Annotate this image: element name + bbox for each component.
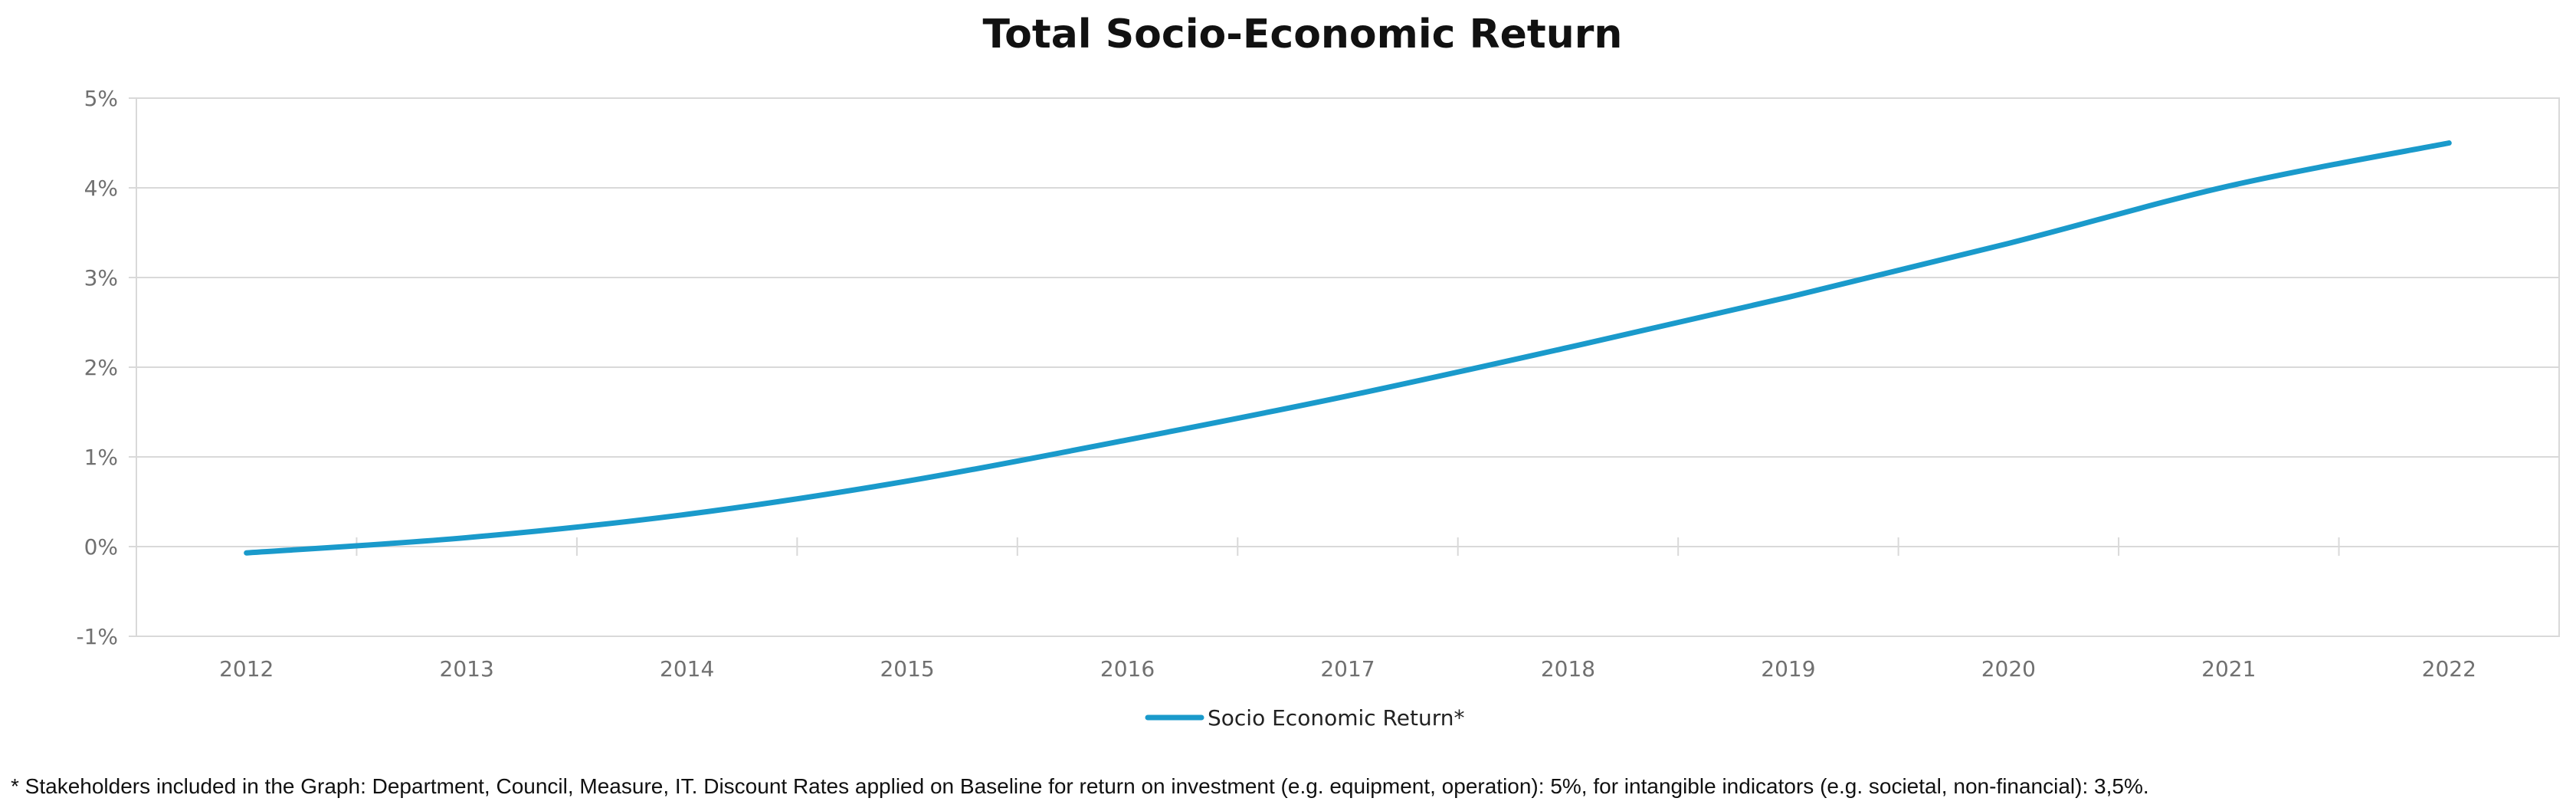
data-point [464,534,470,540]
x-tick-label: 2017 [1320,656,1375,682]
series-line [244,140,2452,556]
y-tick-label: 0% [84,534,118,560]
x-axis-ticks: 2012 2013 2014 2015 2016 2017 2018 2019 2020 2021… [219,537,2476,682]
y-axis-ticks: -1% 0% 1% 2% 3% 4% 5% [76,86,118,649]
y-tick-label: 2% [84,355,118,380]
data-point [1345,393,1351,399]
y-tick-label: 3% [84,265,118,291]
x-tick-label: 2012 [219,656,274,682]
y-tick-label: 4% [84,176,118,201]
x-tick-label: 2018 [1541,656,1595,682]
chart-title: Total Socio-Economic Return [983,11,1623,57]
data-point [2005,241,2011,247]
data-point [904,478,910,484]
data-point [684,511,690,517]
x-tick-label: 2013 [440,656,494,682]
x-tick-label: 2021 [2201,656,2256,682]
y-tick-label: 1% [84,445,118,470]
x-tick-label: 2020 [1981,656,2036,682]
y-tick-label: -1% [76,624,118,649]
data-point [244,550,250,556]
data-point [1565,344,1571,350]
y-tick-label: 5% [84,86,118,111]
series-layer [244,140,2452,556]
legend[interactable]: Socio Economic Return* [1145,705,1464,731]
data-point [2446,140,2452,146]
data-point [1125,437,1131,443]
x-tick-label: 2016 [1100,656,1155,682]
x-tick-label: 2019 [1761,656,1815,682]
legend-label: Socio Economic Return* [1208,705,1464,731]
footnote: * Stakeholders included in the Graph: De… [11,774,2149,798]
x-tick-label: 2014 [660,656,714,682]
gridlines [129,97,2559,637]
data-point [1785,294,1791,301]
data-point [2226,183,2232,189]
x-tick-label: 2015 [880,656,934,682]
x-tick-label: 2022 [2422,656,2476,682]
